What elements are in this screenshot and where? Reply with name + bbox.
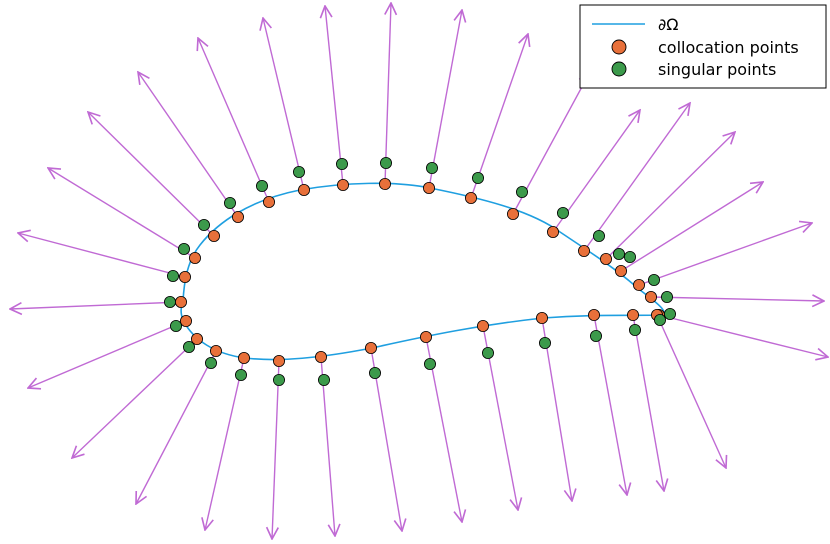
collocation-point-8 <box>336 178 349 191</box>
normal-arrow-30 <box>136 350 217 504</box>
collocation-point-14 <box>578 244 591 257</box>
singular-point-3 <box>177 242 190 255</box>
normal-arrow-11 <box>470 34 528 199</box>
normal-arrow-29 <box>205 357 245 530</box>
collocation-point-24 <box>476 319 489 332</box>
collocation-point-6 <box>262 195 275 208</box>
singular-point-20 <box>654 313 667 326</box>
collocation-point-2 <box>178 270 191 283</box>
singular-point-13 <box>557 206 570 219</box>
collocation-point-9 <box>378 177 391 190</box>
collocation-point-32 <box>179 314 192 327</box>
singular-point-17 <box>648 273 661 286</box>
normal-arrow-5 <box>138 72 239 218</box>
collocation-point-16 <box>615 264 628 277</box>
legend-boundary-label: ∂Ω <box>658 15 679 34</box>
singular-point-32 <box>169 319 182 332</box>
singular-point-5 <box>223 196 236 209</box>
singular-point-21 <box>629 323 642 336</box>
collocation-point-22 <box>588 308 601 321</box>
collocation-point-15 <box>600 252 613 265</box>
normal-arrow-4 <box>88 112 215 237</box>
singular-point-14 <box>593 229 606 242</box>
normal-arrow-10 <box>428 10 462 189</box>
normal-arrow-9 <box>385 3 391 185</box>
legend-singular-swatch <box>611 61 627 77</box>
collocation-point-21 <box>627 308 640 321</box>
singular-point-6 <box>255 179 268 192</box>
singular-point-26 <box>368 366 381 379</box>
normal-arrow-14 <box>583 103 690 252</box>
singular-point-30 <box>204 356 217 369</box>
singular-point-10 <box>425 161 438 174</box>
normal-arrow-8 <box>325 6 344 186</box>
legend-singular-label: singular points <box>658 60 776 79</box>
collocation-point-29 <box>237 351 250 364</box>
singular-point-28 <box>272 373 285 386</box>
normal-arrow-31 <box>72 338 198 458</box>
normal-arrow-17 <box>638 223 812 286</box>
collocation-point-1 <box>174 295 187 308</box>
normal-arrow-15 <box>605 132 735 260</box>
normal-arrow-18 <box>650 297 824 301</box>
singular-point-24 <box>481 346 494 359</box>
normal-arrow-2 <box>18 233 186 278</box>
collocation-point-7 <box>297 183 310 196</box>
collocation-point-3 <box>188 251 201 264</box>
collocation-point-30 <box>209 344 222 357</box>
singular-point-9 <box>379 156 392 169</box>
singular-point-11 <box>471 171 484 184</box>
singular-point-18 <box>661 290 674 303</box>
collocation-point-26 <box>364 341 377 354</box>
collocation-point-12 <box>506 207 519 220</box>
collocation-point-11 <box>464 191 477 204</box>
normal-arrow-22 <box>593 314 627 495</box>
singular-point-15 <box>613 247 626 260</box>
collocation-point-4 <box>207 229 220 242</box>
singular-point-8 <box>335 157 348 170</box>
singular-point-29 <box>234 368 247 381</box>
collocation-points <box>174 177 666 367</box>
normal-arrow-32 <box>28 320 187 388</box>
singular-point-31 <box>182 340 195 353</box>
normal-arrow-21 <box>632 314 664 491</box>
singular-point-25 <box>423 357 436 370</box>
singular-point-22 <box>590 329 603 342</box>
normal-arrow-28 <box>272 360 280 539</box>
collocation-point-23 <box>536 311 549 324</box>
collocation-point-10 <box>422 181 435 194</box>
singular-point-27 <box>317 373 330 386</box>
singular-point-23 <box>539 336 552 349</box>
legend-collocation-swatch <box>611 39 627 55</box>
collocation-point-13 <box>547 225 560 238</box>
normal-arrow-16 <box>620 182 763 272</box>
collocation-point-17 <box>633 278 646 291</box>
normal-arrow-27 <box>320 356 335 536</box>
collocation-point-28 <box>272 354 285 367</box>
collocation-point-27 <box>314 350 327 363</box>
singular-point-2 <box>166 269 179 282</box>
normal-arrow-1 <box>10 301 182 309</box>
singular-point-16 <box>624 250 637 263</box>
normal-arrow-6 <box>198 38 270 203</box>
singular-points <box>163 156 677 386</box>
collocation-point-5 <box>231 210 244 223</box>
legend: ∂Ω collocation points singular points <box>579 4 827 89</box>
singular-point-1 <box>163 295 176 308</box>
collocation-point-25 <box>419 330 432 343</box>
collocation-point-18 <box>645 290 658 303</box>
singular-point-4 <box>197 218 210 231</box>
legend-collocation-label: collocation points <box>658 38 799 57</box>
normal-arrow-7 <box>263 18 305 191</box>
singular-point-19 <box>664 307 677 320</box>
normal-arrow-19 <box>658 314 828 357</box>
collocation-point-31 <box>190 332 203 345</box>
singular-point-7 <box>292 165 305 178</box>
normal-arrow-3 <box>48 168 196 259</box>
normal-arrow-20 <box>656 314 726 468</box>
singular-point-12 <box>516 185 529 198</box>
